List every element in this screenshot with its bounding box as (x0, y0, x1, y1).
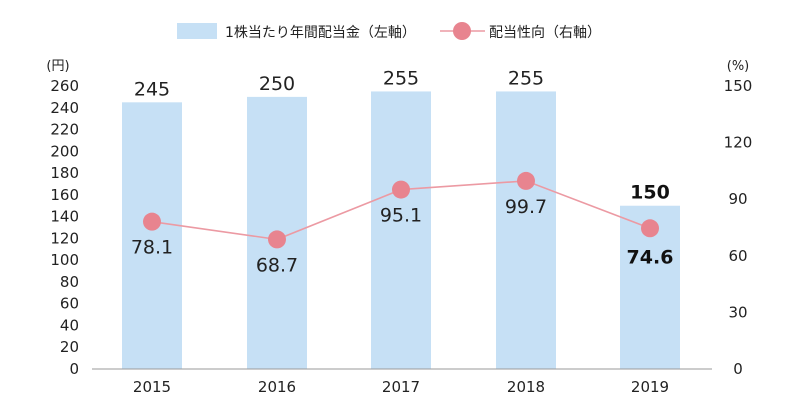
left-tick-label: 140 (50, 208, 79, 226)
left-tick-label: 60 (60, 295, 79, 313)
bar (371, 91, 431, 369)
x-tick-label: 2018 (507, 378, 545, 396)
bar-value-label: 255 (383, 67, 419, 89)
x-tick-label: 2019 (631, 378, 669, 396)
bar-value-label: 150 (630, 182, 670, 204)
line-value-labels: 78.1 68.7 95.1 99.7 74.6 (131, 196, 674, 276)
left-tick-label: 260 (50, 77, 79, 95)
left-tick-label: 80 (60, 273, 79, 291)
left-tick-label: 220 (50, 121, 79, 139)
x-tick-label: 2015 (133, 378, 171, 396)
bar-value-label: 255 (508, 67, 544, 89)
right-tick-label: 120 (724, 134, 753, 152)
bar-value-labels: 245 250 255 255 150 (134, 67, 670, 203)
right-axis-unit: (%) (727, 59, 750, 74)
left-tick-label: 0 (69, 360, 79, 378)
bar (496, 91, 556, 369)
x-tick-label: 2016 (258, 378, 296, 396)
x-tick-label: 2017 (382, 378, 420, 396)
legend-bar-swatch (177, 23, 217, 39)
left-tick-label: 40 (60, 316, 79, 334)
left-tick-label: 200 (50, 142, 79, 160)
left-tick-label: 20 (60, 338, 79, 356)
left-axis-unit: (円) (46, 59, 69, 74)
line-marker (517, 171, 535, 190)
line-marker (143, 212, 161, 231)
legend: 1株当たり年間配当金（左軸） 配当性向（右軸） (177, 22, 601, 41)
line-marker (268, 230, 286, 249)
legend-bar-label: 1株当たり年間配当金（左軸） (225, 25, 416, 41)
left-axis-ticks: 0 20 40 60 80 100 120 140 160 180 200 220 240 260 (50, 77, 79, 378)
line-marker (641, 219, 659, 238)
bars (122, 91, 680, 370)
line-value-label: 68.7 (256, 254, 298, 276)
right-tick-label: 150 (724, 77, 753, 95)
line-value-label: 95.1 (380, 205, 422, 227)
left-tick-label: 160 (50, 186, 79, 204)
payout-ratio-line (143, 171, 659, 249)
right-tick-label: 0 (733, 360, 743, 378)
bar (122, 102, 182, 370)
line-marker (392, 180, 410, 199)
line-value-label: 78.1 (131, 237, 173, 259)
right-tick-label: 30 (728, 303, 747, 321)
left-tick-label: 120 (50, 229, 79, 247)
line-value-label: 74.6 (627, 246, 674, 268)
right-axis-ticks: 0 30 60 90 120 150 (724, 77, 753, 378)
line-value-label: 99.7 (505, 196, 547, 218)
bar-value-label: 250 (259, 73, 295, 95)
legend-line-marker (453, 22, 471, 40)
left-tick-label: 100 (50, 251, 79, 269)
left-tick-label: 240 (50, 99, 79, 117)
bar-value-label: 245 (134, 78, 170, 100)
x-axis-ticks: 2015 2016 2017 2018 2019 (133, 378, 669, 396)
legend-line-label: 配当性向（右軸） (489, 25, 601, 41)
left-tick-label: 180 (50, 164, 79, 182)
right-tick-label: 90 (728, 190, 747, 208)
right-tick-label: 60 (728, 247, 747, 265)
